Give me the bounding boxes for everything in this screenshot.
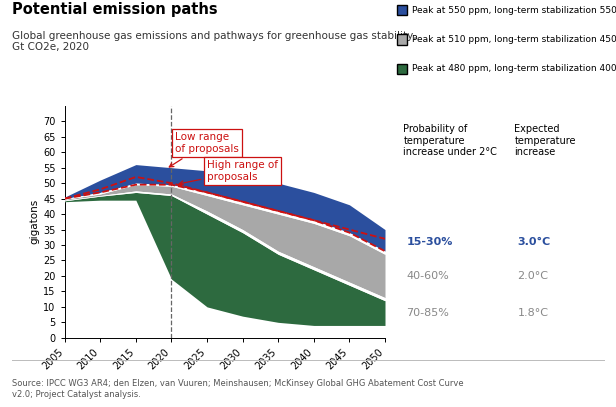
Text: 70-85%: 70-85% <box>407 308 450 318</box>
Text: Low range
of proposals: Low range of proposals <box>169 132 239 167</box>
Text: 15-30%: 15-30% <box>407 237 453 247</box>
Text: 3.0°C: 3.0°C <box>517 237 551 247</box>
Text: Source: IPCC WG3 AR4; den Elzen, van Vuuren; Meinshausen; McKinsey Global GHG Ab: Source: IPCC WG3 AR4; den Elzen, van Vuu… <box>12 379 464 399</box>
Text: 40-60%: 40-60% <box>407 271 449 281</box>
Text: Expected
temperature
increase: Expected temperature increase <box>514 124 576 158</box>
Text: Peak at 480 ppm, long-term stabilization 400 ppm: Peak at 480 ppm, long-term stabilization… <box>412 64 616 73</box>
Y-axis label: gigatons: gigatons <box>29 199 39 245</box>
Text: Global greenhouse gas emissions and pathways for greenhouse gas stability,
Gt CO: Global greenhouse gas emissions and path… <box>12 31 417 52</box>
Text: 1.8°C: 1.8°C <box>517 308 548 318</box>
Text: Potential emission paths: Potential emission paths <box>12 2 218 17</box>
Text: 2.0°C: 2.0°C <box>517 271 548 281</box>
Text: Peak at 510 ppm, long-term stabilization 450 ppm: Peak at 510 ppm, long-term stabilization… <box>412 35 616 44</box>
Text: High range of
proposals: High range of proposals <box>179 160 278 185</box>
Text: Probability of
temperature
increase under 2°C: Probability of temperature increase unde… <box>403 124 497 158</box>
Text: Peak at 550 ppm, long-term stabilization 550 ppm: Peak at 550 ppm, long-term stabilization… <box>412 6 616 15</box>
